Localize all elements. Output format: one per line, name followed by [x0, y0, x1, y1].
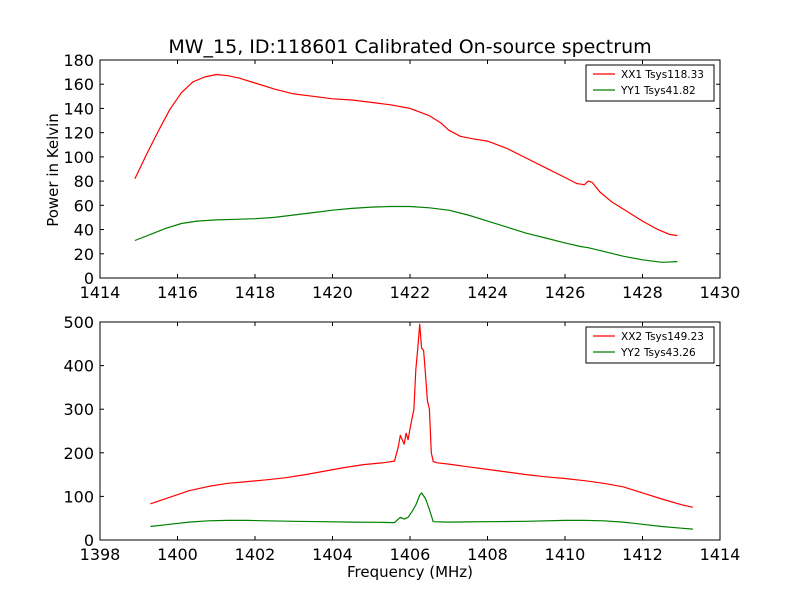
legend-label: XX2 Tsys149.23 — [621, 331, 704, 343]
x-tick-label: 1402 — [235, 545, 276, 564]
legend: XX2 Tsys149.23 YY2 Tsys43.26 — [585, 326, 715, 364]
x-tick-label: 1420 — [312, 283, 353, 302]
y-tick-label: 60 — [74, 196, 94, 215]
legend-label: YY1 Tsys41.82 — [620, 85, 696, 97]
x-tick-label: 1416 — [157, 283, 198, 302]
x-tick-label: 1418 — [235, 283, 276, 302]
legend-label: XX1 Tsys118.33 — [621, 69, 704, 81]
x-tick-label: 1428 — [622, 283, 663, 302]
x-tick-label: 1426 — [545, 283, 586, 302]
x-tick-label: 1408 — [467, 545, 508, 564]
bottom-plot: 1398 1400 1402 1404 1406 1408 1410 1412 1414 0 100… — [63, 313, 740, 564]
y-tick-label: 500 — [63, 313, 94, 332]
x-tick-label: 1404 — [312, 545, 353, 564]
y-tick-label: 140 — [63, 99, 94, 118]
x-tick-label: 1406 — [390, 545, 431, 564]
legend: XX1 Tsys118.33 YY1 Tsys41.82 — [585, 64, 715, 102]
y-tick-label: 100 — [63, 148, 94, 167]
y-axis-label: Power in Kelvin — [44, 113, 62, 227]
y-tick-label: 80 — [74, 172, 94, 191]
x-tick-label: 1400 — [157, 545, 198, 564]
y-tick-label: 180 — [63, 51, 94, 70]
legend-label: YY2 Tsys43.26 — [620, 347, 696, 359]
figure-title: MW_15, ID:118601 Calibrated On-source sp… — [168, 36, 651, 58]
x-tick-label: 1422 — [390, 283, 431, 302]
y-tick-label: 120 — [63, 124, 94, 143]
y-tick-label: 300 — [63, 400, 94, 419]
x-tick-label: 1412 — [622, 545, 663, 564]
x-tick-label: 1430 — [700, 283, 741, 302]
series-line-yy2 — [150, 492, 693, 530]
y-tick-label: 40 — [74, 221, 94, 240]
y-tick-label: 100 — [63, 487, 94, 506]
y-tick-label: 160 — [63, 75, 94, 94]
legend-box — [585, 326, 715, 364]
top-plot: 1414 1416 1418 1420 1422 1424 1426 1428 1430 0 20 4… — [63, 51, 740, 302]
y-tick-label: 400 — [63, 357, 94, 376]
y-tick-label: 0 — [84, 531, 94, 550]
y-tick-label: 200 — [63, 444, 94, 463]
x-tick-label: 1424 — [467, 283, 508, 302]
x-tick-label: 1398 — [80, 545, 121, 564]
x-tick-label: 1410 — [545, 545, 586, 564]
x-axis-label: Frequency (MHz) — [347, 563, 473, 581]
legend-box — [585, 64, 715, 102]
x-tick-label: 1414 — [700, 545, 741, 564]
y-tick-label: 0 — [84, 269, 94, 288]
series-line-yy1 — [134, 205, 678, 263]
x-tick-label: 1414 — [80, 283, 121, 302]
series-line-xx2 — [150, 323, 694, 508]
series-line-xx1 — [134, 73, 678, 237]
y-tick-label: 20 — [74, 245, 94, 264]
